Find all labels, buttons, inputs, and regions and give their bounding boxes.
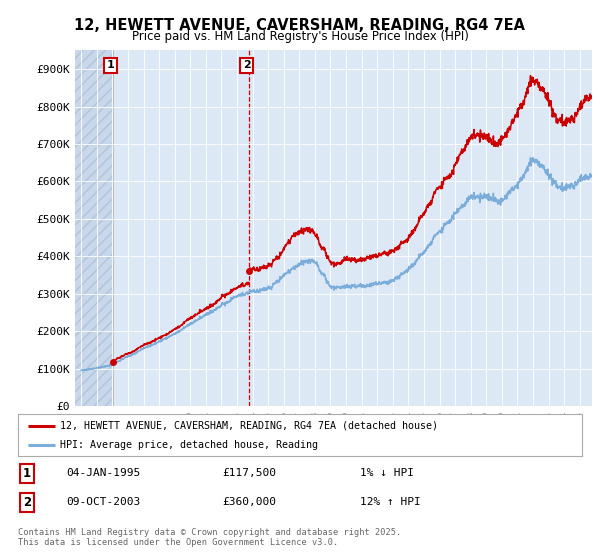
Text: 04-JAN-1995: 04-JAN-1995: [66, 468, 140, 478]
Text: 1: 1: [23, 467, 31, 480]
Bar: [75, 50, 113, 406]
Text: HPI: Average price, detached house, Reading: HPI: Average price, detached house, Read…: [60, 440, 319, 450]
Text: Contains HM Land Registry data © Crown copyright and database right 2025.
This d: Contains HM Land Registry data © Crown c…: [18, 528, 401, 548]
Text: 1% ↓ HPI: 1% ↓ HPI: [360, 468, 414, 478]
Text: 12% ↑ HPI: 12% ↑ HPI: [360, 497, 421, 507]
Text: 2: 2: [243, 60, 251, 71]
Text: 09-OCT-2003: 09-OCT-2003: [66, 497, 140, 507]
Text: 12, HEWETT AVENUE, CAVERSHAM, READING, RG4 7EA (detached house): 12, HEWETT AVENUE, CAVERSHAM, READING, R…: [60, 421, 438, 431]
Text: £117,500: £117,500: [222, 468, 276, 478]
Bar: [113, 50, 249, 406]
Text: 1: 1: [107, 60, 115, 71]
Text: Price paid vs. HM Land Registry's House Price Index (HPI): Price paid vs. HM Land Registry's House …: [131, 30, 469, 43]
Text: £360,000: £360,000: [222, 497, 276, 507]
Text: 12, HEWETT AVENUE, CAVERSHAM, READING, RG4 7EA: 12, HEWETT AVENUE, CAVERSHAM, READING, R…: [74, 18, 526, 33]
Text: 2: 2: [23, 496, 31, 509]
